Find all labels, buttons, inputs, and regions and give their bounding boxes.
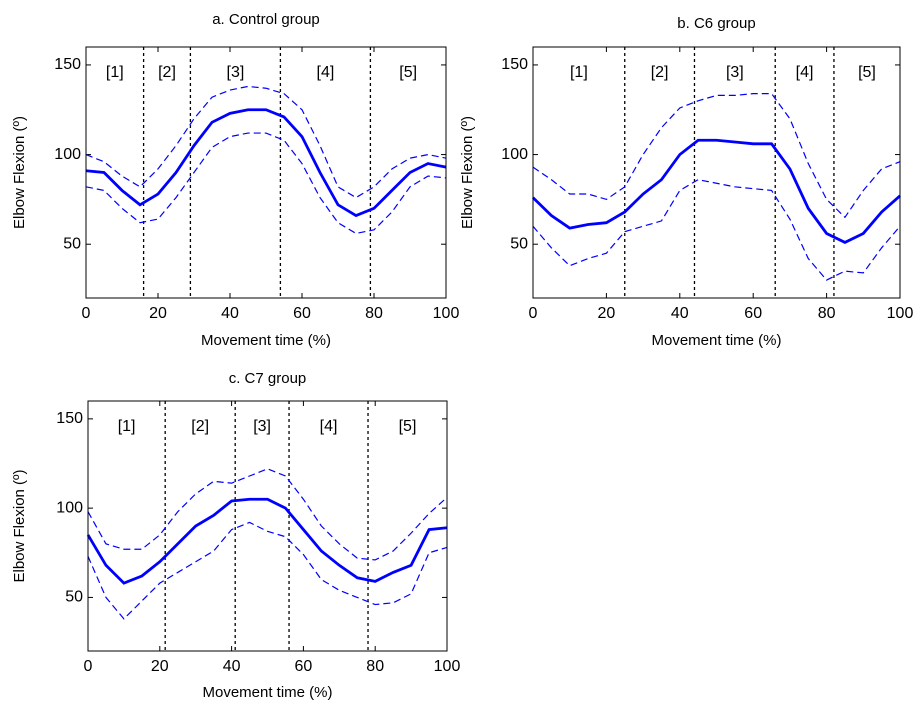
mean-line xyxy=(532,138,901,244)
x-axis-label: Movement time (%) xyxy=(651,332,781,349)
plot-frame xyxy=(85,46,447,299)
mean-line xyxy=(86,497,448,585)
x-tick-label: 100 xyxy=(434,658,461,675)
phase-label: [2] xyxy=(191,418,209,435)
phase-label: [2] xyxy=(651,64,669,81)
y-tick-label: 50 xyxy=(510,235,528,252)
y-tick-label: 100 xyxy=(501,146,528,163)
x-tick-label: 80 xyxy=(365,305,383,322)
phase-label: [3] xyxy=(726,64,744,81)
chart-title: c. C7 group xyxy=(229,370,307,387)
phase-label: [4] xyxy=(320,418,338,435)
y-tick-label: 50 xyxy=(63,235,81,252)
x-tick-label: 20 xyxy=(149,305,167,322)
bound-line xyxy=(87,468,448,561)
x-tick-label: 80 xyxy=(366,658,384,675)
chart-title: a. Control group xyxy=(212,11,320,28)
x-tick-label: 80 xyxy=(818,305,836,322)
x-tick-label: 60 xyxy=(744,305,762,322)
y-axis-label: Elbow Flexion (º) xyxy=(11,116,28,229)
x-tick-label: 20 xyxy=(598,305,616,322)
y-tick-label: 150 xyxy=(56,410,83,427)
y-tick-label: 150 xyxy=(54,56,81,73)
plot-frame xyxy=(87,400,448,652)
x-tick-label: 0 xyxy=(82,305,91,322)
phase-label: [5] xyxy=(399,64,417,81)
x-tick-label: 100 xyxy=(433,305,460,322)
x-tick-label: 0 xyxy=(529,305,538,322)
phase-label: [3] xyxy=(253,418,271,435)
bound-line xyxy=(532,179,901,281)
x-tick-label: 40 xyxy=(671,305,689,322)
x-axis-label: Movement time (%) xyxy=(202,684,332,701)
plot-frame xyxy=(532,46,901,299)
phase-label: [2] xyxy=(158,64,176,81)
phase-label: [1] xyxy=(118,418,136,435)
y-axis-label: Elbow Flexion (º) xyxy=(459,116,476,229)
y-tick-label: 50 xyxy=(65,589,83,606)
x-tick-label: 20 xyxy=(151,658,169,675)
phase-label: [1] xyxy=(106,64,124,81)
phase-label: [1] xyxy=(570,64,588,81)
x-tick-label: 60 xyxy=(293,305,311,322)
y-tick-label: 150 xyxy=(501,56,528,73)
y-tick-label: 100 xyxy=(56,499,83,516)
x-tick-label: 40 xyxy=(223,658,241,675)
phase-label: [5] xyxy=(399,418,417,435)
x-tick-label: 60 xyxy=(295,658,313,675)
phase-label: [5] xyxy=(858,64,876,81)
phase-label: [4] xyxy=(796,64,814,81)
x-axis-label: Movement time (%) xyxy=(201,332,331,349)
x-tick-label: 0 xyxy=(84,658,93,675)
phase-label: [4] xyxy=(317,64,335,81)
chart-title: b. C6 group xyxy=(677,15,755,32)
y-tick-label: 100 xyxy=(54,146,81,163)
mean-line xyxy=(85,108,447,218)
phase-label: [3] xyxy=(227,64,245,81)
y-axis-label: Elbow Flexion (º) xyxy=(11,469,28,582)
x-tick-label: 40 xyxy=(221,305,239,322)
x-tick-label: 100 xyxy=(887,305,914,322)
bound-line xyxy=(532,93,901,219)
bound-line xyxy=(85,132,447,235)
bound-line xyxy=(87,521,448,620)
bound-line xyxy=(85,85,447,199)
